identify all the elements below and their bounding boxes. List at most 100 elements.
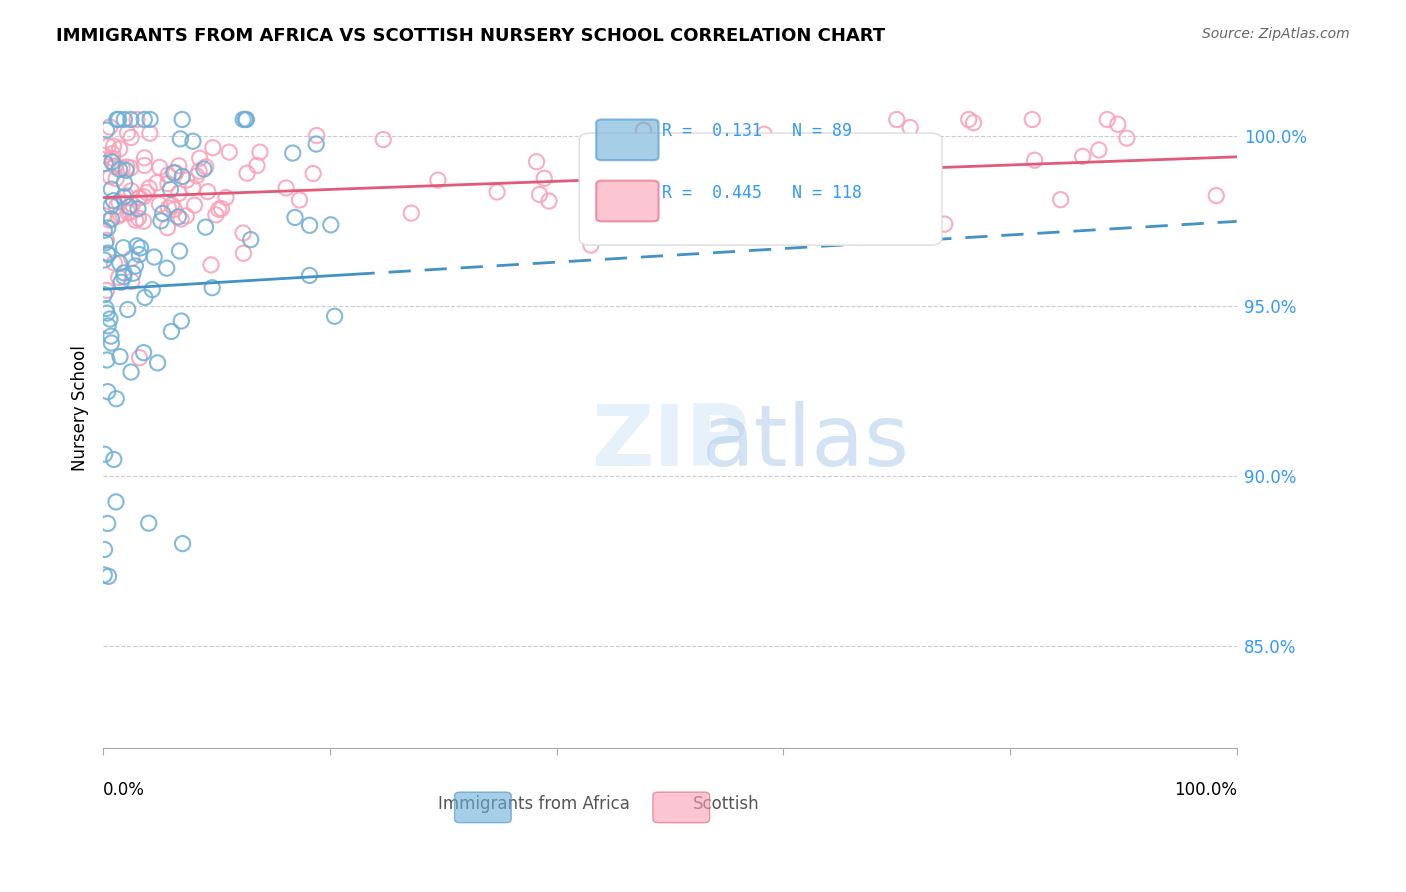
Point (401, 206, 423, 220)
Point (93, 542, 115, 557)
Point (188, 164, 211, 178)
Point (194, 220, 217, 235)
Point (169, 244, 191, 258)
Point (96, 233, 118, 247)
Point (160, 325, 183, 339)
Point (141, 283, 163, 297)
Point (112, 241, 135, 255)
Point (844, 171, 866, 186)
Point (884, 216, 907, 230)
Point (125, 112, 148, 127)
Point (957, 112, 980, 127)
Point (112, 266, 135, 280)
Point (152, 206, 174, 220)
Point (149, 161, 172, 175)
Point (93, 148, 115, 162)
Point (194, 160, 217, 174)
Point (121, 252, 143, 266)
Point (218, 145, 240, 160)
Point (96, 353, 118, 368)
Point (100, 199, 122, 213)
Point (117, 126, 139, 140)
Point (101, 151, 124, 165)
Point (174, 209, 197, 223)
Point (98, 312, 121, 326)
Point (156, 261, 179, 276)
Point (668, 214, 690, 228)
Point (139, 112, 162, 127)
Point (201, 281, 224, 295)
Point (96, 306, 118, 320)
Point (208, 202, 231, 217)
Point (94, 301, 117, 316)
Point (127, 211, 149, 226)
Point (1024, 153, 1046, 168)
Point (193, 161, 215, 176)
Point (284, 211, 307, 225)
Point (120, 130, 142, 145)
Point (108, 142, 131, 156)
Point (215, 190, 238, 204)
Point (96, 123, 118, 137)
Point (201, 141, 224, 155)
Point (111, 161, 134, 175)
Point (157, 201, 180, 215)
Point (93, 209, 115, 223)
Point (138, 181, 160, 195)
Point (172, 112, 194, 127)
Point (105, 171, 128, 186)
Point (132, 214, 155, 228)
Text: IMMIGRANTS FROM AFRICA VS SCOTTISH NURSERY SCHOOL CORRELATION CHART: IMMIGRANTS FROM AFRICA VS SCOTTISH NURSE… (56, 27, 886, 45)
Point (163, 166, 186, 180)
Point (96, 284, 118, 298)
Point (134, 290, 156, 304)
Point (204, 208, 226, 222)
Point (108, 350, 131, 364)
Point (115, 189, 138, 203)
Point (181, 134, 204, 148)
Point (124, 213, 146, 227)
Point (149, 214, 172, 228)
Point (135, 186, 157, 200)
Point (146, 176, 169, 190)
Point (759, 134, 782, 148)
Point (288, 193, 311, 207)
Point (172, 169, 194, 184)
Point (533, 171, 555, 186)
Point (112, 190, 135, 204)
Point (1049, 193, 1071, 207)
Point (94, 156, 117, 170)
Point (120, 184, 142, 198)
Point (108, 162, 131, 177)
Point (107, 270, 129, 285)
Point (134, 112, 156, 127)
Point (529, 187, 551, 202)
Point (97, 247, 120, 261)
Point (302, 167, 325, 181)
Point (779, 140, 801, 154)
Point (1107, 117, 1129, 131)
Point (298, 268, 321, 283)
Text: atlas: atlas (702, 401, 910, 483)
Point (94, 235, 117, 250)
Point (115, 163, 138, 178)
Point (962, 116, 984, 130)
Point (93, 568, 115, 582)
Point (100, 329, 122, 343)
Point (132, 345, 155, 359)
Point (426, 173, 449, 187)
Point (100, 169, 122, 184)
Point (160, 198, 183, 212)
Point (112, 269, 135, 284)
Point (117, 206, 139, 220)
Point (105, 112, 128, 127)
Point (633, 123, 655, 137)
Text: 100.0%: 100.0% (1174, 781, 1237, 799)
Point (97, 516, 120, 531)
Point (156, 220, 179, 235)
Text: Scottish: Scottish (693, 795, 759, 814)
Point (128, 351, 150, 365)
Point (97, 318, 120, 333)
Point (93, 447, 115, 461)
Point (107, 112, 129, 127)
